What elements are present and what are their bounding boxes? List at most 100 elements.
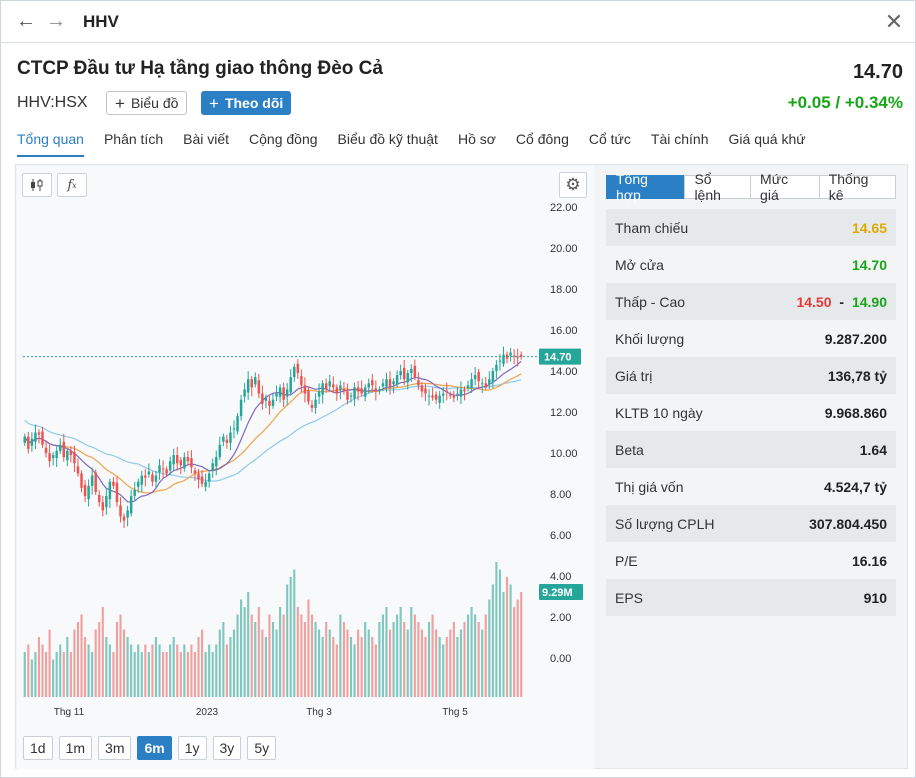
candle-body	[413, 365, 417, 378]
y-tick-label: 2.00	[550, 612, 571, 624]
range-1d[interactable]: 1d	[23, 736, 53, 760]
back-arrow-icon[interactable]: ←	[16, 10, 36, 32]
candle-body	[473, 375, 477, 380]
volume-bar	[474, 614, 477, 697]
candle-body	[275, 393, 278, 397]
candle-body	[204, 481, 207, 487]
candle-body	[353, 387, 356, 399]
volume-bar	[296, 607, 299, 697]
tab-financials[interactable]: Tài chính	[650, 131, 709, 147]
tab-analysis[interactable]: Phân tích	[103, 131, 164, 147]
volume-bar	[62, 652, 65, 697]
candle-body	[438, 395, 441, 403]
volume-bar	[495, 562, 498, 697]
range-5y[interactable]: 5y	[247, 736, 277, 760]
tab-articles[interactable]: Bài viết	[183, 131, 230, 147]
candle-body	[445, 390, 448, 392]
candle-body	[491, 371, 495, 383]
candlestick-type-icon[interactable]	[22, 173, 52, 197]
volume-bar	[222, 622, 225, 697]
candle-body	[289, 377, 292, 393]
range-6m[interactable]: 6m	[137, 736, 172, 760]
chart-button[interactable]: + Biểu đồ	[106, 91, 188, 115]
candle-body	[285, 389, 289, 397]
low-price: 14.50	[796, 293, 832, 310]
stat-label: Thị giá vốn	[615, 478, 684, 495]
tab-price-history[interactable]: Giá quá khứ	[728, 131, 806, 147]
gear-icon[interactable]: ⚙	[559, 172, 587, 198]
last-price-tag	[539, 348, 581, 365]
tab-statistics[interactable]: Thống kê	[818, 171, 897, 203]
volume-bar	[236, 614, 239, 697]
tab-profile[interactable]: Hồ sơ	[457, 131, 496, 147]
candle-body	[232, 428, 236, 430]
volume-bar	[459, 629, 463, 697]
volume-bar	[151, 644, 154, 697]
candle-body	[76, 466, 80, 474]
follow-button[interactable]: + Theo dõi	[201, 91, 292, 115]
candle-body	[381, 383, 385, 387]
candle-body	[239, 399, 243, 417]
range-1y[interactable]: 1y	[177, 736, 207, 760]
candle-body	[424, 388, 427, 394]
candle-body	[236, 416, 239, 432]
tab-order-book[interactable]: Sổ lệnh	[684, 171, 752, 203]
tab-summary[interactable]: Tổng hợp	[606, 171, 686, 203]
candle-body	[332, 384, 335, 388]
stat-label: Beta	[615, 441, 644, 458]
volume-bar	[335, 644, 338, 697]
high-price: 14.90	[851, 293, 887, 310]
volume-bar	[484, 614, 487, 697]
volume-bar	[169, 644, 172, 697]
volume-bar	[204, 652, 207, 697]
candle-body	[119, 505, 122, 517]
candle-body	[402, 367, 406, 380]
candle-body	[179, 460, 183, 466]
volume-bar	[172, 637, 175, 697]
candle-body	[94, 472, 97, 492]
volume-bar	[240, 599, 243, 697]
close-icon[interactable]: ✕	[884, 9, 904, 34]
volume-bar	[449, 629, 452, 697]
stat-label: Mở cửa	[615, 256, 664, 273]
volume-bar	[470, 607, 473, 697]
tab-overview[interactable]: Tổng quan	[17, 129, 84, 157]
candle-body	[346, 391, 349, 400]
forward-arrow-icon[interactable]: →	[46, 10, 66, 32]
candle-body	[519, 354, 523, 357]
tab-technical-chart[interactable]: Biểu đồ kỹ thuật	[337, 131, 438, 147]
volume-bar	[310, 614, 314, 697]
volume-bar	[374, 644, 377, 697]
candle-body	[133, 489, 136, 497]
stat-row-avg-volume: KLTB 10 ngày 9.968.860	[606, 394, 896, 431]
volume-bar	[424, 637, 427, 697]
range-3m[interactable]: 3m	[98, 736, 132, 760]
tab-price-levels[interactable]: Mức giá	[750, 171, 820, 203]
candle-body	[200, 476, 204, 484]
plus-icon: +	[115, 93, 125, 113]
volume-bar	[466, 614, 470, 697]
last-price-label: 14.70	[544, 352, 572, 364]
stat-row-market-cap: Thị giá vốn 4.524,7 tỷ	[606, 468, 896, 505]
volume-bar	[23, 652, 26, 697]
volume-bar	[243, 607, 246, 697]
candle-body	[261, 393, 264, 404]
reference-price: 14.65	[851, 219, 887, 236]
volume-bar	[516, 599, 519, 697]
candle-body	[356, 387, 360, 392]
tab-community[interactable]: Cộng đồng	[249, 131, 318, 147]
candle-body	[151, 474, 154, 482]
candle-body	[495, 364, 498, 371]
candle-body	[229, 432, 232, 443]
avg-volume-value: 9.968.860	[824, 404, 887, 421]
candle-body	[129, 496, 133, 514]
range-1m[interactable]: 1m	[58, 736, 93, 760]
range-3y[interactable]: 3y	[212, 736, 242, 760]
candle-body	[449, 394, 452, 396]
tab-shareholders[interactable]: Cổ đông	[515, 131, 569, 147]
tab-dividends[interactable]: Cổ tức	[588, 131, 631, 147]
volume-bar	[162, 652, 165, 697]
volume-bar	[286, 584, 289, 697]
price-chart[interactable]: 22.00 20.00 18.00 16.00 14.00 12.00 10.00 8.00 6…	[17, 166, 594, 726]
